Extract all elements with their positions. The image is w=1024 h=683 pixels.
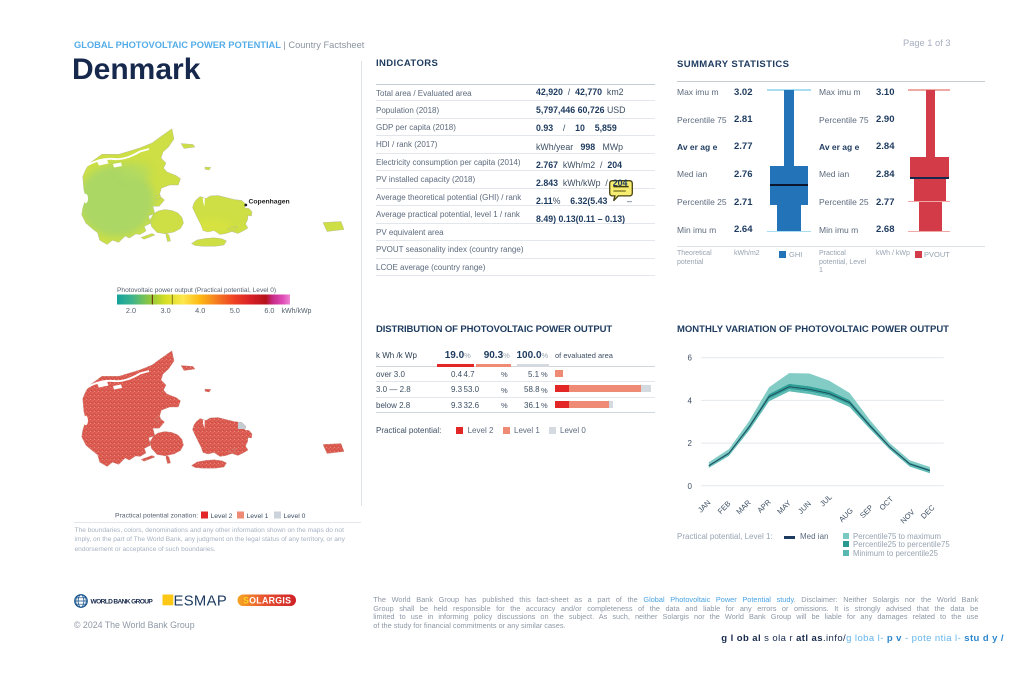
svg-text:OCT: OCT — [878, 494, 896, 512]
svg-text:kWh/kWp: kWh/kWp — [282, 308, 312, 315]
svg-text:MAY: MAY — [775, 499, 792, 516]
svg-text:Level 0: Level 0 — [284, 513, 306, 520]
svg-text:6: 6 — [688, 354, 693, 363]
svg-text:Level 2: Level 2 — [211, 513, 233, 520]
svg-text:SOLARGIS: SOLARGIS — [243, 595, 291, 605]
svg-text:4.0: 4.0 — [195, 306, 205, 315]
svg-text:2: 2 — [688, 439, 693, 448]
svg-text:JUL: JUL — [818, 493, 834, 509]
svg-text:JUN: JUN — [796, 499, 813, 516]
svg-text:MAR: MAR — [734, 498, 753, 517]
svg-text:0: 0 — [688, 482, 693, 491]
svg-text:WORLD BANK GROUP: WORLD BANK GROUP — [91, 599, 154, 606]
svg-text:AUG: AUG — [837, 506, 855, 524]
svg-text:2.0: 2.0 — [126, 306, 136, 315]
svg-text:APR: APR — [755, 497, 773, 515]
svg-text:3.0: 3.0 — [161, 306, 171, 315]
svg-text:FEB: FEB — [716, 499, 733, 516]
svg-text:5.0: 5.0 — [230, 306, 240, 315]
svg-text:4: 4 — [688, 396, 693, 405]
svg-text:ESMAP: ESMAP — [174, 593, 228, 609]
svg-text:6.0: 6.0 — [264, 306, 274, 315]
svg-text:Level 1: Level 1 — [247, 513, 269, 520]
svg-text:JAN: JAN — [696, 498, 712, 514]
svg-text:Photovoltaic power output (Pra: Photovoltaic power output (Practical pot… — [117, 287, 276, 294]
svg-text:Copenhagen: Copenhagen — [249, 199, 290, 206]
svg-text:DEC: DEC — [919, 503, 937, 521]
svg-text:Practical potential zonation:: Practical potential zonation: — [115, 513, 198, 520]
svg-text:SEP: SEP — [858, 503, 875, 520]
svg-text:NOV: NOV — [899, 508, 917, 526]
